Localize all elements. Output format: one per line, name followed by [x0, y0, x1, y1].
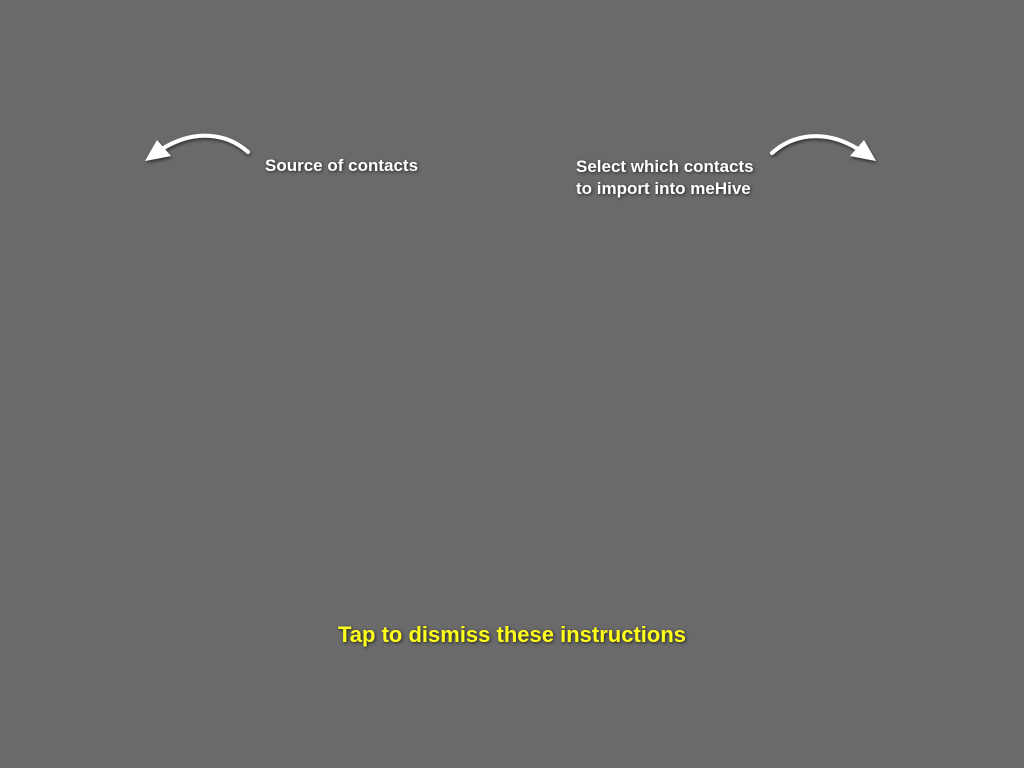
- curved-arrow-right-icon: [770, 134, 876, 161]
- select-contacts-line-2: to import into meHive: [576, 179, 751, 198]
- dismiss-instructions-text[interactable]: Tap to dismiss these instructions: [338, 622, 686, 647]
- source-of-contacts-label: Source of contacts: [265, 156, 419, 175]
- curved-arrow-left-icon: [145, 133, 250, 161]
- select-contacts-line-1: Select which contacts: [576, 157, 754, 176]
- select-contacts-label: Select which contacts to import into meH…: [576, 156, 754, 200]
